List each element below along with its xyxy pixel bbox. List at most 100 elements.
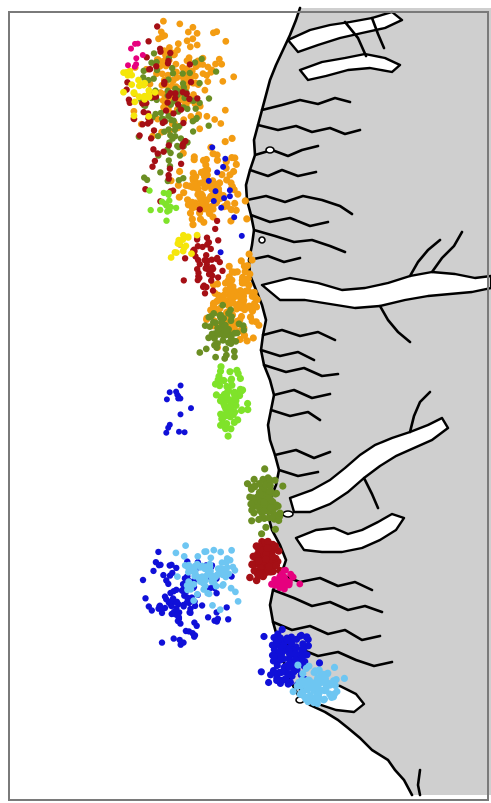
- point-blue: [260, 632, 268, 641]
- point-olive: [247, 500, 255, 508]
- point-orange: [216, 179, 224, 187]
- point-orange: [240, 262, 248, 270]
- point-lightblue: [193, 590, 201, 598]
- point-olive: [271, 525, 279, 533]
- point-olive: [248, 506, 256, 514]
- point-magenta: [133, 61, 140, 68]
- point-orange: [253, 295, 261, 304]
- point-olive: [227, 306, 235, 314]
- point-lightblue: [332, 676, 340, 684]
- point-orange: [186, 43, 194, 51]
- point-blue: [170, 635, 177, 642]
- point-lightgreen: [227, 376, 235, 384]
- point-blue: [213, 590, 220, 597]
- point-darkred: [126, 99, 133, 107]
- point-orange: [201, 184, 209, 192]
- point-orange: [215, 55, 223, 63]
- point-blue: [286, 678, 294, 687]
- point-olive: [256, 490, 264, 498]
- point-lightgreen: [227, 425, 235, 433]
- point-darkred: [147, 135, 155, 142]
- point-blue: [158, 639, 166, 646]
- point-blue: [226, 193, 233, 200]
- point-darkred: [181, 255, 189, 262]
- point-darkred: [209, 287, 217, 294]
- point-olive: [211, 335, 218, 342]
- point-darkred: [166, 165, 174, 172]
- point-orange: [190, 153, 198, 161]
- point-olive: [276, 509, 284, 517]
- point-blue: [187, 605, 194, 613]
- point-darkred: [164, 60, 172, 67]
- point-olive: [179, 70, 186, 77]
- point-darkred: [161, 78, 168, 86]
- point-orange: [213, 280, 222, 288]
- point-blue: [170, 597, 177, 604]
- point-orange: [233, 302, 241, 311]
- point-magenta: [133, 55, 140, 62]
- point-orange: [237, 257, 245, 265]
- point-lightblue: [229, 563, 237, 571]
- point-lightgreen: [217, 363, 225, 371]
- point-orange: [203, 72, 211, 79]
- point-blue: [163, 396, 170, 403]
- point-lightblue: [300, 678, 308, 687]
- point-orange: [191, 173, 199, 181]
- point-blue: [268, 641, 276, 649]
- point-yellow: [122, 69, 130, 76]
- point-darkred: [271, 542, 280, 550]
- point-lightblue: [190, 580, 198, 588]
- point-magenta: [289, 573, 297, 581]
- point-olive: [167, 132, 174, 139]
- point-darkred: [269, 552, 277, 561]
- fjord-south-2: [294, 512, 406, 554]
- point-orange: [174, 46, 181, 54]
- point-darkred: [164, 99, 171, 106]
- point-blue: [160, 571, 167, 579]
- point-olive: [175, 177, 183, 184]
- point-lightgreen: [216, 397, 225, 405]
- point-blue: [177, 382, 184, 389]
- point-lightblue: [210, 572, 217, 580]
- point-orange: [174, 181, 182, 189]
- point-orange: [229, 283, 237, 291]
- point-orange: [180, 189, 188, 197]
- point-lightblue: [172, 549, 180, 557]
- point-darkred: [180, 277, 187, 284]
- point-olive: [266, 487, 274, 495]
- fjord-mid-1: [260, 270, 491, 310]
- point-blue: [287, 639, 295, 647]
- point-magenta: [274, 577, 281, 584]
- point-orange: [231, 199, 239, 207]
- point-orange: [227, 206, 235, 214]
- point-olive: [274, 502, 282, 510]
- point-darkred: [215, 237, 222, 244]
- point-olive: [214, 325, 222, 333]
- point-blue: [155, 548, 162, 556]
- point-olive: [266, 476, 274, 484]
- point-olive: [165, 157, 172, 164]
- point-darkred: [264, 537, 272, 546]
- point-orange: [196, 125, 204, 133]
- point-orange: [237, 295, 245, 303]
- point-darkred: [160, 148, 167, 155]
- point-darkred: [212, 225, 219, 233]
- point-orange: [203, 171, 211, 179]
- point-olive: [150, 75, 157, 82]
- point-lightgreen: [229, 411, 237, 419]
- point-yellow: [130, 112, 138, 120]
- point-olive: [250, 475, 258, 483]
- point-blue: [213, 618, 221, 625]
- point-orange: [243, 215, 251, 223]
- point-orange: [232, 160, 240, 168]
- point-yellow: [120, 88, 127, 96]
- point-blue: [163, 429, 170, 436]
- point-darkred: [263, 544, 272, 552]
- point-blue: [238, 232, 245, 239]
- point-lightblue: [180, 553, 188, 560]
- point-lightgreen: [224, 432, 232, 440]
- point-olive: [260, 507, 268, 515]
- point-blue: [176, 428, 182, 435]
